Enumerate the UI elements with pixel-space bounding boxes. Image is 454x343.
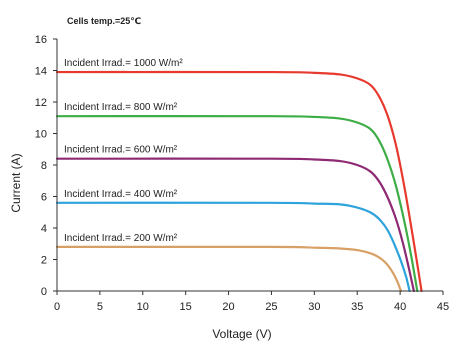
x-tick-label: 5	[97, 301, 103, 313]
x-tick-label: 20	[222, 301, 234, 313]
y-tick-label: 6	[41, 192, 47, 204]
series-line-3	[55, 201, 411, 293]
x-axis-label: Voltage (V)	[212, 327, 271, 341]
series-label-0: Incident Irrad.= 1000 W/m²	[64, 58, 183, 69]
y-tick-label: 8	[41, 160, 47, 172]
series-line-2	[55, 157, 415, 293]
x-tick-label: 0	[54, 301, 60, 313]
x-tick-label: 15	[180, 301, 192, 313]
series-line-4	[55, 245, 403, 293]
series-label-1: Incident Irrad.= 800 W/m²	[64, 102, 178, 113]
x-tick-label: 40	[394, 301, 406, 313]
x-tick-label: 30	[308, 301, 320, 313]
series-line-0	[55, 70, 423, 293]
y-tick-label: 2	[41, 255, 47, 267]
y-tick-label: 14	[35, 66, 47, 78]
axes-layer: 0 5 10 15 20 25 30 35 40 45 0 2 4 6 8 10 12 14 16	[35, 34, 449, 313]
y-axis-label: Current (A)	[9, 153, 23, 212]
x-tick-label: 35	[351, 301, 363, 313]
series-label-3: Incident Irrad.= 400 W/m²	[64, 189, 178, 200]
y-tick-label: 12	[35, 97, 47, 109]
x-tick-label: 45	[437, 301, 449, 313]
series-label-4: Incident Irrad.= 200 W/m²	[64, 233, 178, 244]
curve-labels-layer: Incident Irrad.= 1000 W/m² Incident Irrad…	[64, 58, 183, 244]
y-tick-label: 10	[35, 129, 47, 141]
y-tick-label: 4	[41, 223, 47, 235]
curves-layer	[55, 70, 423, 293]
x-tick-label: 25	[265, 301, 277, 313]
series-line-1	[55, 115, 419, 293]
cell-temperature-note: Cells temp.=25℃	[67, 16, 141, 26]
y-tick-label: 0	[41, 286, 47, 298]
series-label-2: Incident Irrad.= 600 W/m²	[64, 145, 178, 156]
y-tick-label: 16	[35, 34, 47, 46]
x-tick-label: 10	[137, 301, 149, 313]
